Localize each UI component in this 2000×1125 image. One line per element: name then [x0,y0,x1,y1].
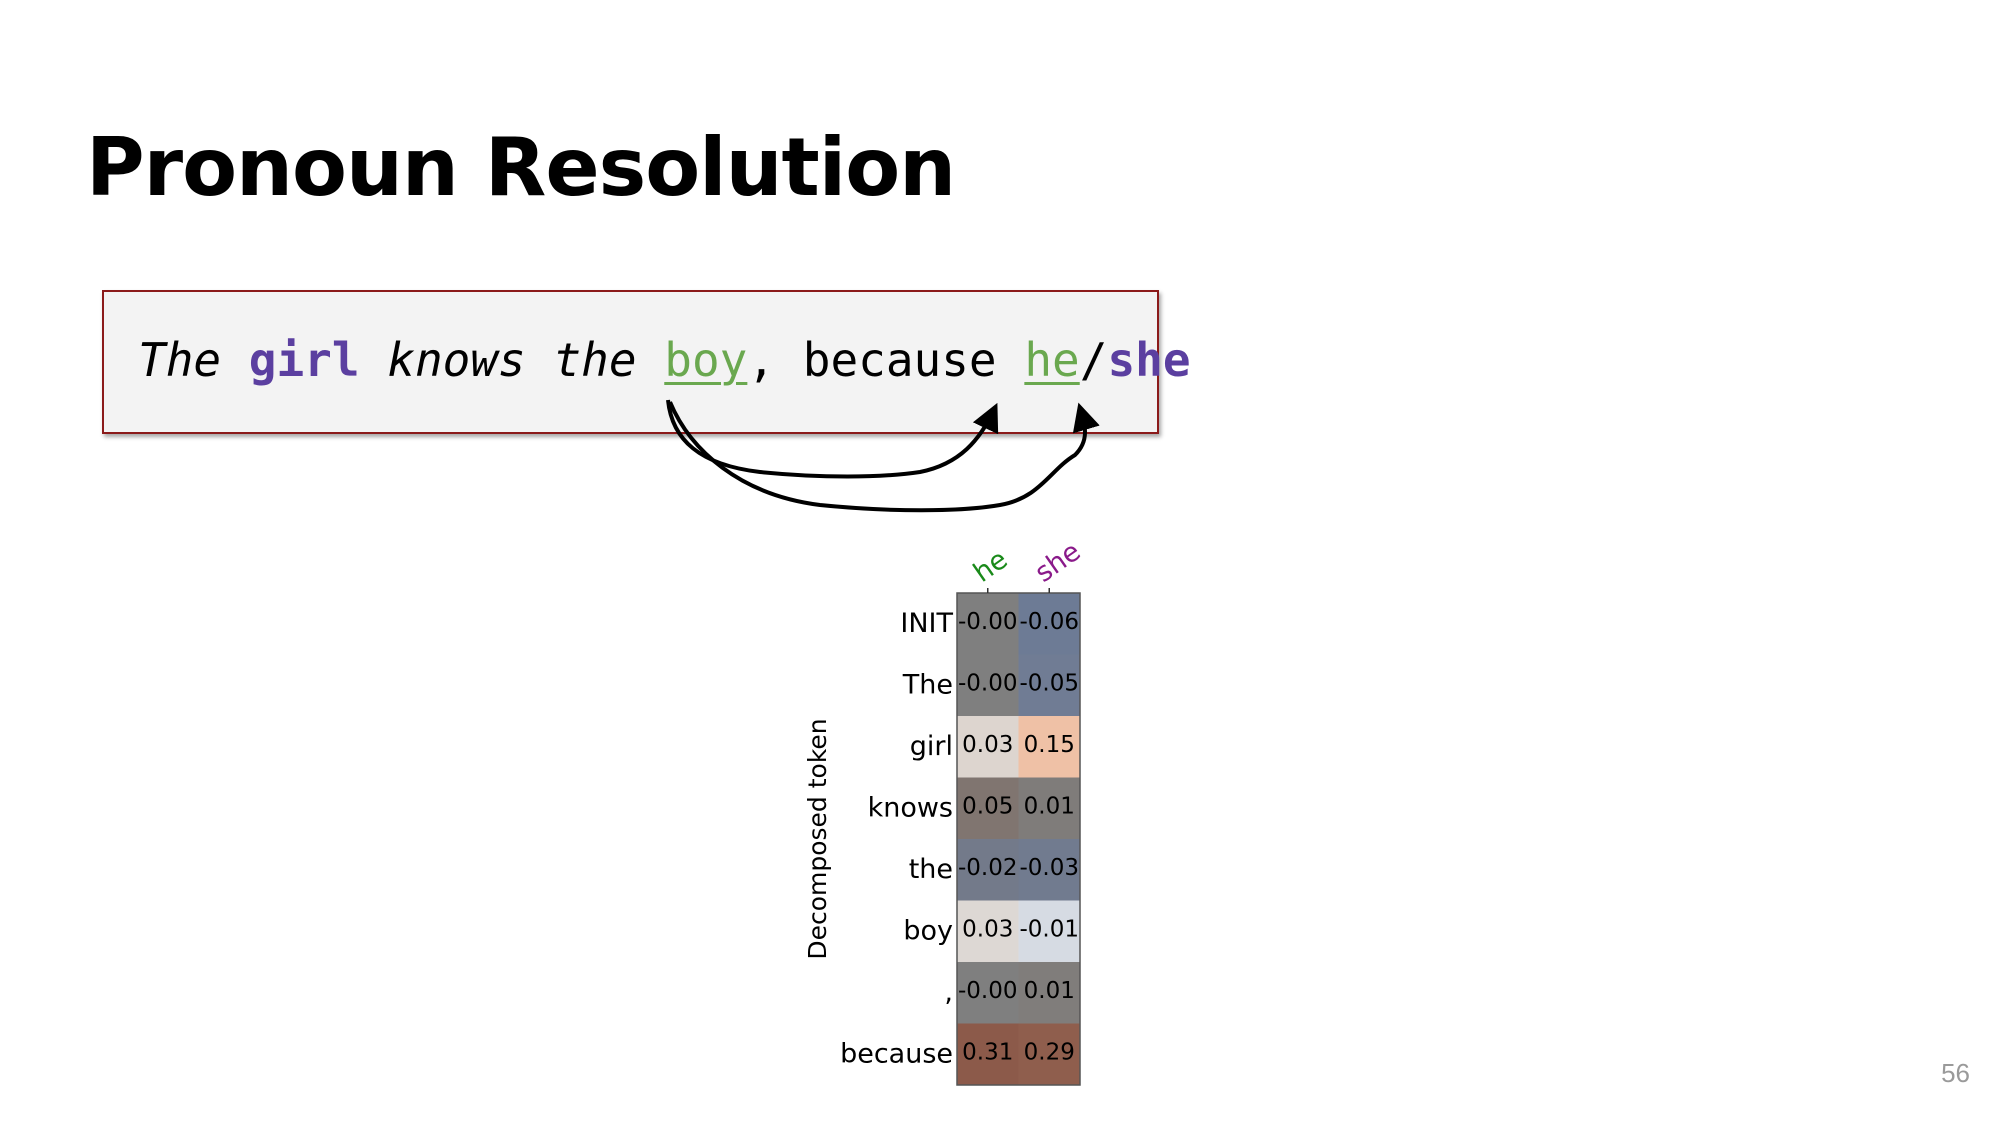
heatmap-cell-value: 0.03 [962,917,1013,943]
y-axis-label: Decomposed token [803,718,832,959]
row-tick-label: boy [903,916,953,947]
heatmap-cell-value: -0.00 [958,978,1018,1004]
heatmap-cell [1018,839,1080,901]
heatmap-cell [957,777,1019,839]
heatmap-cell [957,962,1019,1024]
heatmap-cell [957,900,1019,962]
example-sentence: The girl knows the boy, because he/she [138,332,1191,388]
heatmap-cell [957,1023,1019,1085]
heatmap-cell [1018,593,1080,655]
word-the-2: the [553,333,637,387]
column-tick-label: she [1029,536,1086,589]
row-tick-label: because [840,1039,953,1070]
heatmap-cell [1018,962,1080,1024]
word-slash: / [1079,333,1108,387]
heatmap-cell-value: 0.15 [1024,732,1075,758]
heatmap-cell [1018,716,1080,778]
heatmap-cell [957,654,1019,716]
heatmap-cell [1018,654,1080,716]
heatmap-cell-value: 0.01 [1024,794,1075,820]
page-number: 56 [1941,1058,1970,1088]
row-tick-label: girl [910,731,953,762]
heatmap-cell [1018,1023,1080,1085]
slide-title: Pronoun Resolution [86,121,956,214]
word-he: he [1024,333,1080,387]
word-comma: , [747,333,776,387]
example-sentence-box: The girl knows the boy, because he/she [102,290,1191,434]
heatmap-cell-value: -0.00 [958,609,1018,635]
heatmap-cell [1018,777,1080,839]
heatmap-cell-value: -0.02 [958,855,1018,881]
column-tick-label: he [968,544,1013,589]
row-tick-label: knows [868,793,953,824]
heatmap-cell-value: -0.03 [1019,855,1079,881]
heatmap-cell [1018,900,1080,962]
row-tick-label: The [902,670,953,701]
word-because: because [802,333,997,387]
row-tick-label: , [944,977,953,1008]
heatmap-cell [957,839,1019,901]
heatmap-cell-value: 0.05 [962,794,1013,820]
word-knows: knows [387,333,526,387]
heatmap-cell-value: -0.01 [1019,917,1079,943]
heatmap-cell-value: 0.29 [1024,1040,1075,1066]
heatmap-cell-value: -0.06 [1019,609,1079,635]
heatmap-cell [957,593,1019,655]
word-boy: boy [664,333,748,387]
heatmap-cell-value: 0.01 [1024,978,1075,1004]
heatmap-cell-value: 0.31 [962,1040,1013,1066]
heatmap-cell-value: 0.03 [962,732,1013,758]
heatmap-cell [957,716,1019,778]
word-she: she [1107,333,1191,387]
heatmap-cell-value: -0.00 [958,671,1018,697]
row-tick-label: the [909,854,953,885]
heatmap-frame [956,592,1081,1086]
word-the: The [138,333,222,387]
row-tick-label: INIT [900,608,953,639]
word-girl: girl [248,333,360,387]
heatmap-cell-value: -0.05 [1019,671,1079,697]
